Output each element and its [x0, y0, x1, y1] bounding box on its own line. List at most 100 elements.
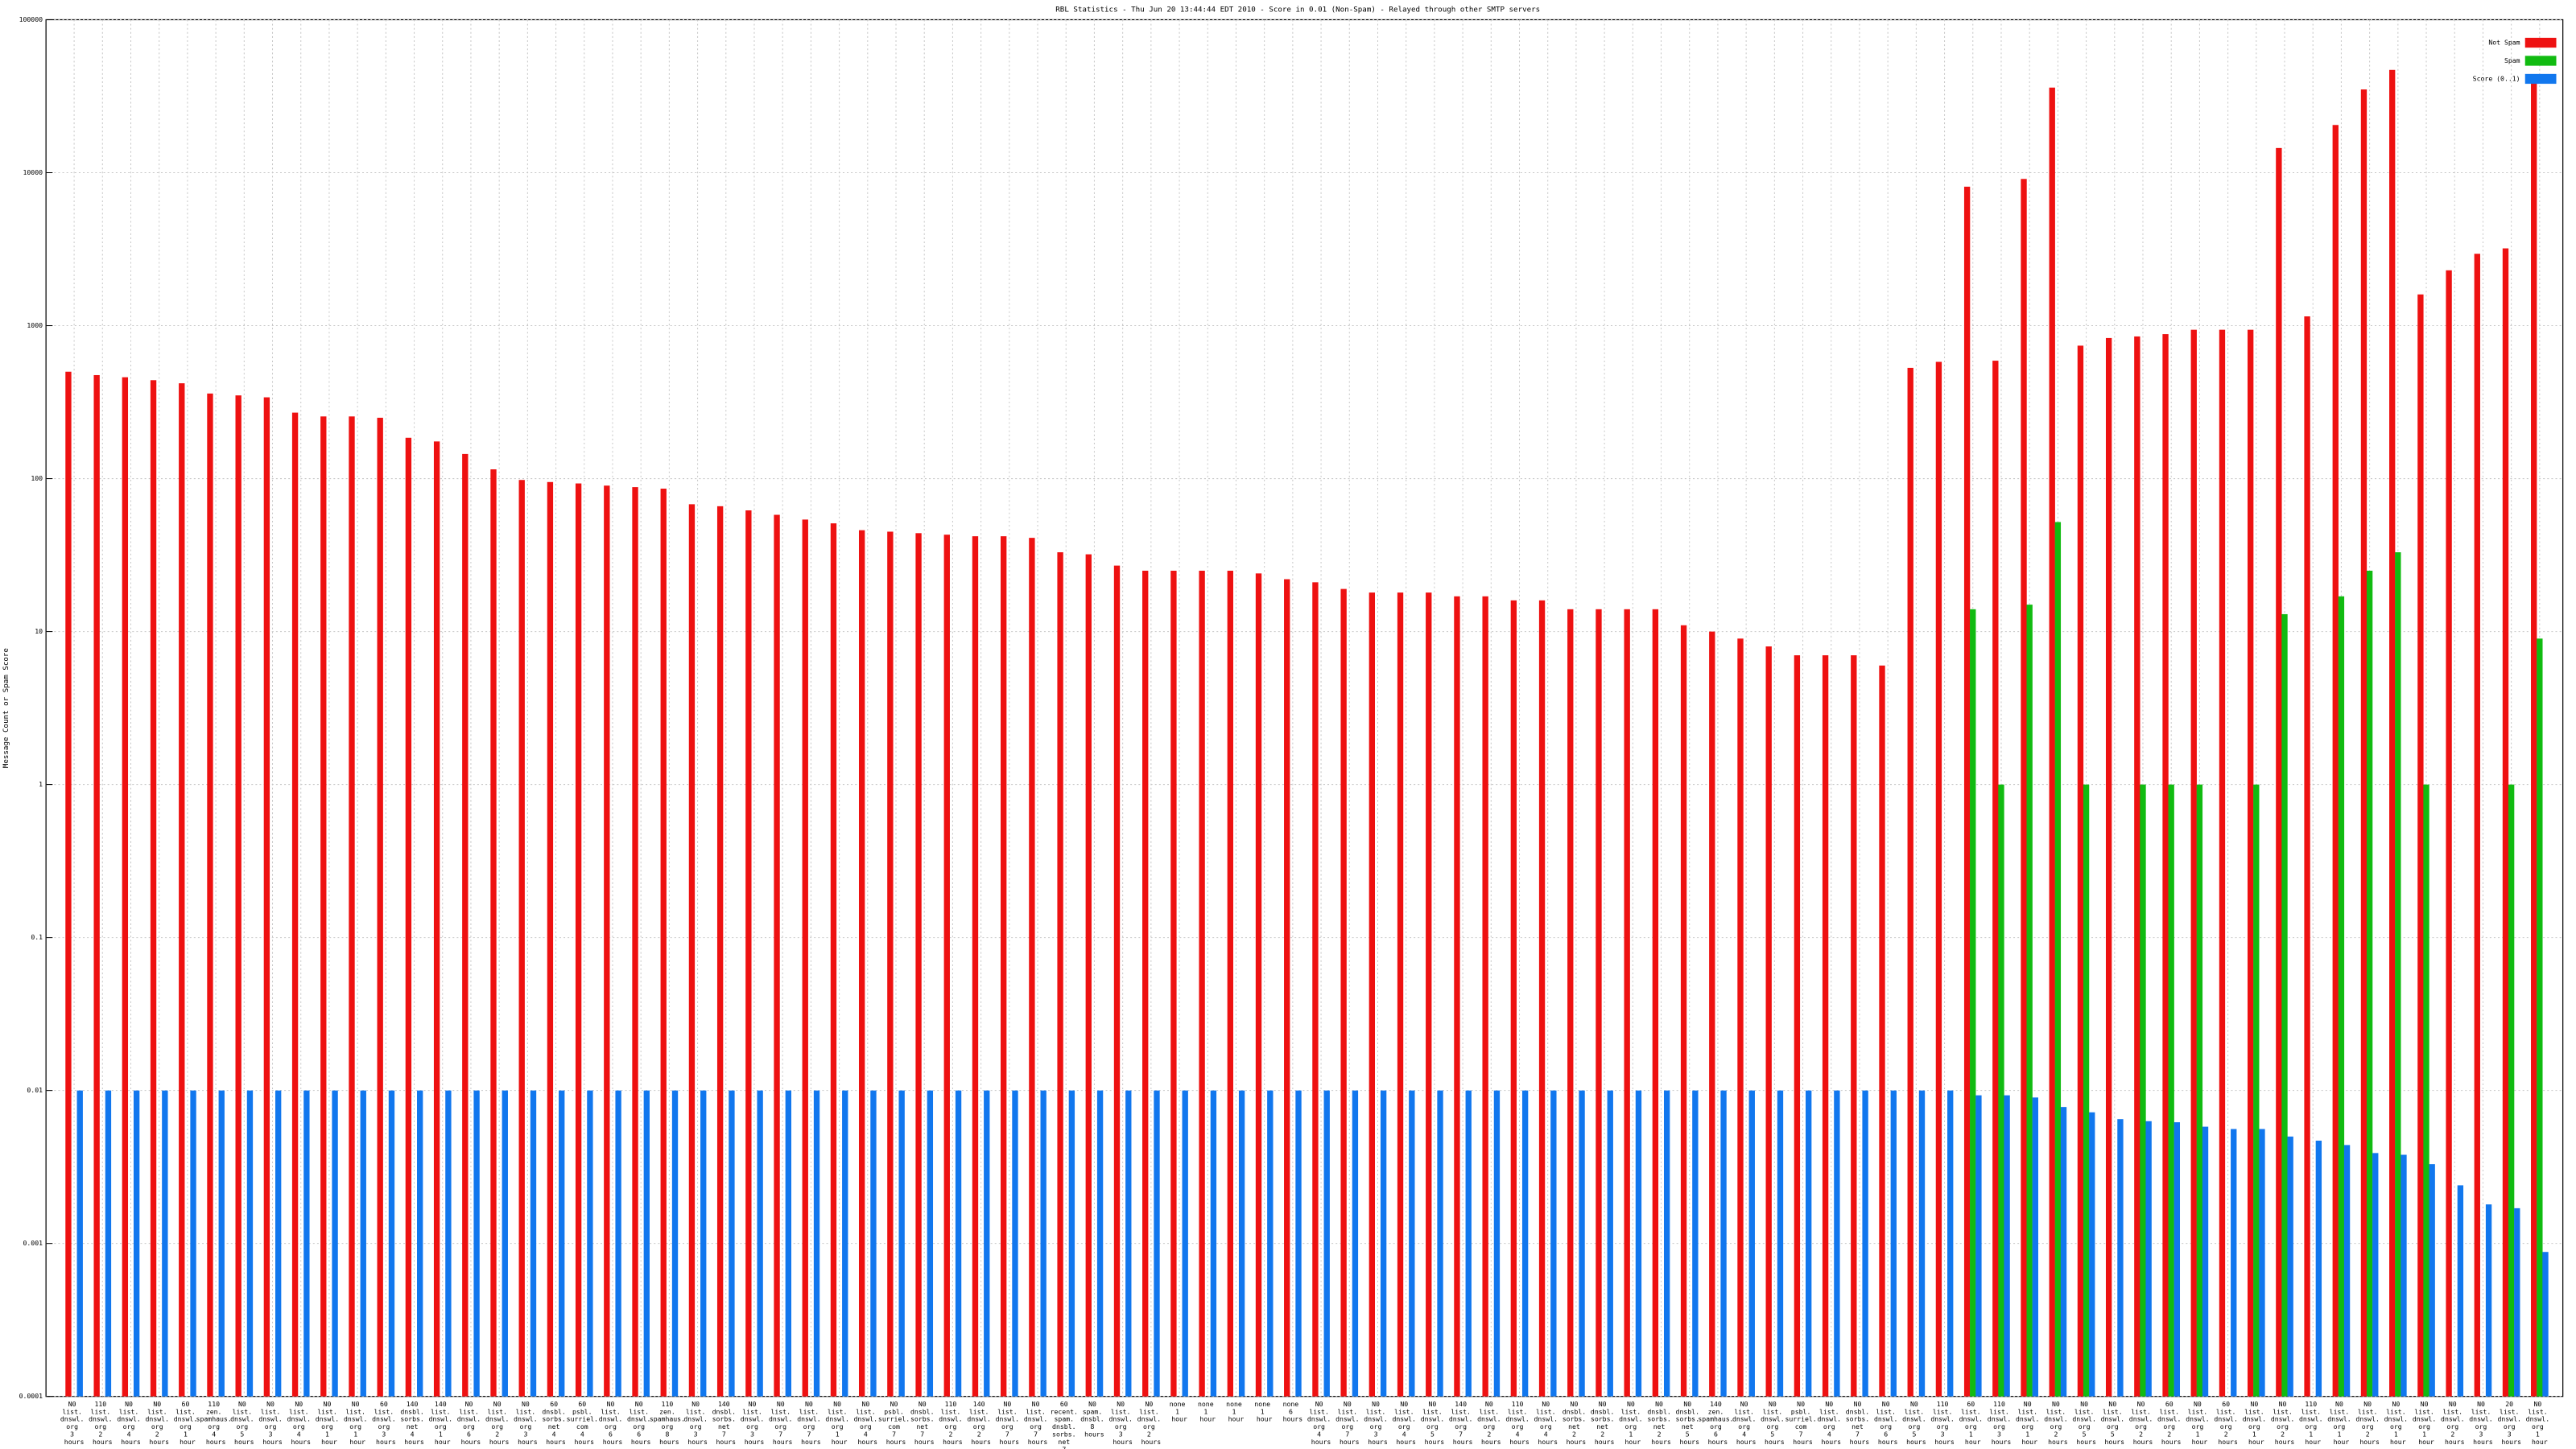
bar	[2514, 1208, 2520, 1397]
x-tick-label: N0 list. dnswl. org 4 hours	[1818, 1400, 1845, 1446]
x-tick-label: N0 list. dnswl. org 6 hours	[1874, 1400, 1901, 1446]
x-tick-label: 140 list. dnswl. org 2 hours	[967, 1400, 994, 1446]
bar	[2117, 1119, 2124, 1397]
x-tick-label: N0 list. dnswl. org 2 hours	[2044, 1400, 2071, 1446]
bar	[1465, 1090, 1472, 1397]
bar	[2259, 1129, 2265, 1397]
x-tick-label: N0 list. dnswl. org 5 hours	[230, 1400, 258, 1446]
bar	[559, 1090, 565, 1397]
legend-swatch	[2524, 56, 2557, 66]
x-tick-label: N0 list. dnswl. org 4 hours	[854, 1400, 881, 1446]
bar	[445, 1090, 452, 1397]
bar	[235, 395, 242, 1397]
x-tick-label: N0 list. dnswl. org 5 hours	[1421, 1400, 1448, 1446]
bar	[1040, 1090, 1046, 1397]
bar	[887, 531, 894, 1397]
bar	[1012, 1090, 1018, 1397]
bar	[2446, 270, 2452, 1397]
bar	[2105, 337, 2112, 1397]
bar	[2026, 605, 2033, 1397]
bar	[1709, 631, 1715, 1397]
bar	[2502, 248, 2509, 1397]
x-tick-label: N0 list. dnswl. org 6 hours	[457, 1400, 485, 1446]
bar	[133, 1090, 140, 1397]
bar	[65, 371, 72, 1397]
bar	[870, 1090, 877, 1397]
bar	[1862, 1090, 1868, 1397]
bar	[462, 453, 469, 1397]
y-axis-label: Message Count or Spam Score	[2, 648, 10, 768]
x-tick-label: 60 list. dnswl. org 3 hours	[372, 1400, 399, 1446]
bar	[2032, 1097, 2038, 1397]
bar	[802, 519, 808, 1397]
bar	[632, 487, 638, 1397]
bar	[218, 1090, 225, 1397]
bar	[842, 1090, 848, 1397]
x-tick-label: 140 list. dnswl. org 1 hour	[429, 1400, 456, 1446]
x-tick-label: N0 list. dnswl. org 2 hours	[485, 1400, 513, 1446]
bar	[162, 1090, 168, 1397]
bar	[2537, 638, 2543, 1397]
x-tick-label: 110 list. dnswl. org 3 hours	[1930, 1400, 1958, 1446]
bar	[179, 383, 185, 1397]
bar	[2332, 125, 2339, 1397]
x-tick-label: 60 list. dnswl. org 1 hour	[1959, 1400, 1987, 1446]
x-tick-label: N0 list. dnswl. org 2 hours	[1137, 1400, 1165, 1446]
bar	[1635, 1090, 1642, 1397]
x-tick-label: 110 list. dnswl. org 4 hours	[1505, 1400, 1533, 1446]
bar	[1720, 1090, 1727, 1397]
x-tick-label: N0 list. dnswl. org 2 hours	[2271, 1400, 2298, 1446]
bar	[2162, 334, 2169, 1397]
bar	[2485, 1204, 2492, 1397]
y-tick-label: 0.0001	[19, 1392, 43, 1400]
bar	[1806, 1090, 1812, 1397]
bar	[1352, 1090, 1359, 1397]
x-tick-label: N0 list. dnswl. org 5 hours	[1761, 1400, 1788, 1446]
x-tick-label: N0 list. dnswl. org 4 hours	[1534, 1400, 1562, 1446]
y-tick-label: 0.1	[31, 933, 43, 941]
x-tick-label: N0 list. dnswl. org 3 hours	[1364, 1400, 1391, 1446]
bar	[303, 1090, 310, 1397]
bar	[1663, 1090, 1670, 1397]
bar	[433, 441, 440, 1397]
bar	[1154, 1090, 1160, 1397]
bar	[1777, 1090, 1784, 1397]
legend-label: Spam	[2504, 56, 2520, 64]
bar	[587, 1090, 593, 1397]
bar	[2281, 613, 2288, 1397]
bar	[2231, 1129, 2237, 1397]
bar	[2423, 784, 2429, 1397]
x-tick-label: N0 dnsbl. sorbs. net 7 hours	[910, 1400, 938, 1446]
bar	[502, 1090, 508, 1397]
x-tick-label: N0 list. dnswl. org 2 hours	[2129, 1400, 2157, 1446]
bar	[1182, 1090, 1188, 1397]
bar	[349, 416, 355, 1397]
bar	[1368, 592, 1376, 1397]
bar	[2531, 74, 2537, 1397]
bar	[530, 1090, 537, 1397]
bar	[2366, 570, 2373, 1397]
bar	[2247, 329, 2254, 1397]
bar	[1199, 570, 1205, 1397]
x-tick-label: 60 psbl. surriel. com 4 hours	[567, 1400, 602, 1446]
bar	[1437, 1090, 1443, 1397]
x-tick-label: 60 list. dnswl. org 1 hour	[174, 1400, 201, 1446]
bar	[1652, 609, 1659, 1397]
bar	[2134, 336, 2140, 1397]
x-tick-label: 20 list. dnswl. org 3 hours	[2497, 1400, 2524, 1446]
bar	[2389, 69, 2396, 1397]
bar	[1238, 1090, 1245, 1397]
bar	[2508, 784, 2515, 1397]
x-tick-label: N0 list. dnswl. org 2 hours	[2355, 1400, 2383, 1446]
bar	[643, 1090, 650, 1397]
y-tick-label: 0.001	[23, 1239, 43, 1247]
x-tick-label: N0 dnsbl. sorbs. net 2 hours	[1647, 1400, 1674, 1446]
bar	[1947, 1090, 1954, 1397]
bar	[2457, 1185, 2464, 1397]
x-tick-label: N0 list. dnswl. org 4 hours	[117, 1400, 144, 1446]
x-tick-label: N0 list. dnswl. org 1 hour	[825, 1400, 852, 1446]
bar	[1567, 609, 1574, 1397]
bar	[2004, 1095, 2010, 1397]
bar	[575, 483, 582, 1397]
x-tick-label: none 1 hour	[1226, 1400, 1246, 1423]
